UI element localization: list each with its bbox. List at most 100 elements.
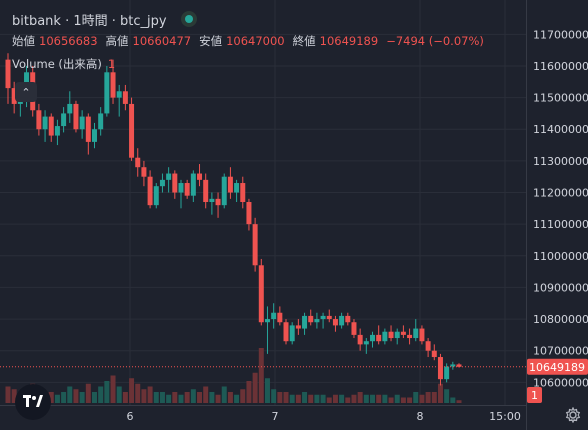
volume-bar [122, 392, 128, 403]
candle-body [370, 334, 376, 342]
volume-bar [264, 378, 270, 403]
candle [240, 176, 246, 209]
candle [376, 325, 382, 345]
candle [197, 164, 203, 187]
candle-body [79, 116, 85, 130]
candle-body [190, 173, 196, 196]
volume-bar [376, 394, 382, 403]
candle [444, 363, 450, 383]
y-tick-label: 10800000 [533, 313, 588, 326]
candle [302, 312, 308, 335]
volume-bar [209, 392, 215, 403]
volume-bar [332, 394, 338, 403]
candle [252, 217, 258, 272]
low-value: 10647000 [226, 34, 285, 48]
candle-body [407, 334, 413, 339]
candle-body [61, 113, 67, 127]
candle [166, 167, 172, 193]
volume-bar [67, 386, 73, 403]
low-label: 安値 [199, 34, 223, 48]
y-tick-label: 11100000 [533, 218, 588, 231]
candle-body [166, 173, 172, 180]
candle-body [308, 315, 314, 323]
candle-body [110, 72, 116, 98]
y-tick-label: 11700000 [533, 28, 588, 41]
volume-bar [73, 389, 79, 403]
volume-bar [215, 394, 221, 403]
candle [203, 173, 209, 209]
candle [36, 103, 42, 136]
last-price-badge-text: 10649189 [529, 361, 585, 374]
candle-body [431, 350, 437, 358]
candle [190, 170, 196, 203]
candle-body [159, 179, 165, 187]
candle-body [104, 72, 110, 114]
candle [135, 148, 141, 177]
candle-body [357, 334, 363, 345]
candle [227, 167, 233, 199]
time-axis[interactable]: 6 7 8 15:00 [127, 410, 521, 423]
candle-body [258, 265, 264, 323]
volume-bar [363, 394, 369, 403]
candle [54, 119, 60, 146]
candle-body [302, 315, 308, 329]
candle [141, 160, 147, 187]
candle-body [197, 173, 203, 180]
candle-body [203, 179, 209, 203]
volume-bar [234, 394, 240, 403]
volume-bar [295, 394, 301, 403]
tradingview-logo[interactable] [15, 384, 51, 420]
candle-body [246, 202, 252, 225]
candle [91, 122, 97, 149]
settings-gear-icon[interactable] [564, 406, 582, 424]
candle [264, 306, 270, 354]
volume-bar [419, 394, 425, 403]
volume-badge-text: 1 [531, 389, 538, 402]
candle-body [11, 88, 17, 104]
volume-bar [339, 394, 345, 403]
volume-bar [320, 394, 326, 403]
volume-bar [129, 378, 135, 403]
y-tick-label: 11200000 [533, 187, 588, 200]
volume-bar [85, 383, 91, 403]
market-status-icon[interactable] [180, 11, 197, 27]
candle [122, 84, 128, 111]
candle [425, 338, 431, 358]
candle-body [277, 312, 283, 323]
volume-label[interactable]: Volume (出来高) [12, 57, 102, 71]
candle [110, 59, 116, 104]
price-axis[interactable]: 11700000 11600000 11500000 11400000 11300000… [533, 28, 588, 389]
candle-body [345, 315, 351, 323]
candle-body [135, 157, 141, 168]
candle [172, 170, 178, 199]
candle-body [141, 167, 147, 177]
candle-body [73, 103, 79, 130]
candle [320, 312, 326, 329]
volume-bar [240, 389, 246, 403]
candle-body [36, 110, 42, 130]
candle-body [240, 183, 246, 203]
logo-mark [23, 393, 43, 411]
candle-body [444, 366, 450, 380]
candle [351, 319, 357, 339]
collapse-legend-button[interactable]: ⌃ [15, 82, 37, 102]
candle-body [227, 176, 233, 193]
x-tick-label: 6 [127, 410, 134, 423]
candle-body [437, 357, 443, 380]
open-value: 10656683 [39, 34, 98, 48]
candle [283, 319, 289, 345]
volume-bar [425, 392, 431, 403]
candle-body [450, 364, 456, 367]
symbol-title[interactable]: bitbank · 1時間 · btc_jpy [12, 13, 167, 29]
y-tick-label: 11000000 [533, 250, 588, 263]
volume-bar [277, 392, 283, 403]
candles [5, 53, 462, 386]
volume-value: 1 [107, 57, 116, 71]
volume-bar [400, 397, 406, 403]
candle-body [147, 176, 153, 206]
candle [271, 303, 277, 329]
high-value: 10660477 [132, 34, 192, 48]
volume-bar [116, 386, 122, 403]
volume-bar [159, 392, 165, 403]
